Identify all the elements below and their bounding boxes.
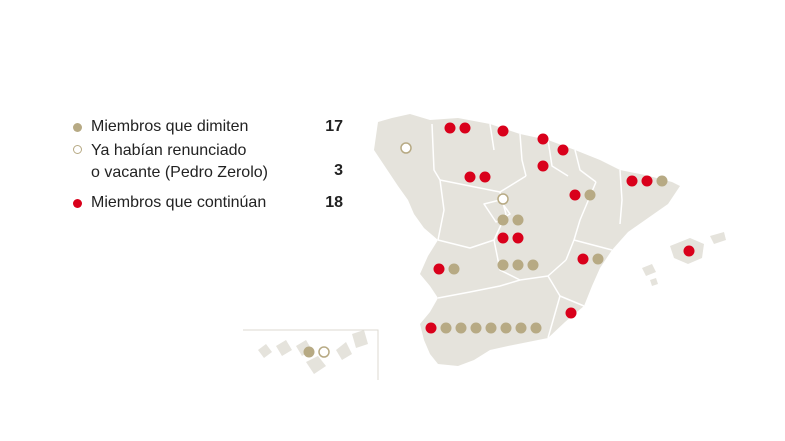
marker-continua xyxy=(497,232,509,244)
marker-dimite xyxy=(592,253,604,265)
canary-island-6 xyxy=(352,330,368,348)
marker-continua xyxy=(459,122,471,134)
marker-dimite xyxy=(530,322,542,334)
marker-continua xyxy=(433,263,445,275)
legend-count: 18 xyxy=(325,194,343,211)
marker-dimite xyxy=(497,214,509,226)
marker-continua xyxy=(569,189,581,201)
marker-continua xyxy=(464,171,476,183)
marker-continua xyxy=(577,253,589,265)
marker-continua xyxy=(512,232,524,244)
legend-item-renunciado: Ya habían renunciado o vacante (Pedro Ze… xyxy=(73,140,343,184)
legend-label-line-1: Ya habían renunciado xyxy=(91,142,247,159)
formentera-shape xyxy=(650,278,658,286)
marker-continua xyxy=(537,160,549,172)
legend-label: Ya habían renunciado o vacante (Pedro Ze… xyxy=(91,140,268,184)
marker-dimite xyxy=(470,322,482,334)
marker-renunciado xyxy=(497,193,509,205)
marker-renunciado xyxy=(400,142,412,154)
marker-continua xyxy=(444,122,456,134)
marker-dimite xyxy=(512,259,524,271)
marker-continua xyxy=(479,171,491,183)
marker-dimite xyxy=(584,189,596,201)
marker-dimite xyxy=(656,175,668,187)
marker-dimite xyxy=(500,322,512,334)
marker-continua xyxy=(641,175,653,187)
hollow-dot-icon xyxy=(73,145,82,154)
legend-count: 3 xyxy=(334,162,343,179)
marker-continua xyxy=(557,144,569,156)
legend-label: Miembros que dimiten xyxy=(91,118,249,135)
map-legend: Miembros que dimiten 17 Ya habían renunc… xyxy=(73,118,343,216)
canary-island-5 xyxy=(336,342,352,360)
ibiza-shape xyxy=(642,264,656,276)
legend-label: Miembros que continúan xyxy=(91,194,267,211)
marker-dimite xyxy=(497,259,509,271)
canary-island-1 xyxy=(258,344,272,358)
marker-dimite xyxy=(440,322,452,334)
marker-dimite xyxy=(448,263,460,275)
marker-continua xyxy=(565,307,577,319)
peninsula-shape xyxy=(374,114,680,366)
canary-island-4 xyxy=(306,356,326,374)
marker-renunciado xyxy=(318,346,330,358)
menorca-shape xyxy=(710,232,726,244)
land xyxy=(258,114,726,374)
marker-dimite xyxy=(515,322,527,334)
canary-inset-frame xyxy=(243,329,379,380)
legend-count: 17 xyxy=(325,118,343,135)
region-borders xyxy=(431,123,623,339)
marker-dimite xyxy=(527,259,539,271)
legend-item-dimiten: Miembros que dimiten 17 xyxy=(73,118,343,140)
marker-continua xyxy=(425,322,437,334)
red-dot-icon xyxy=(73,199,82,208)
tan-dot-icon xyxy=(73,123,82,132)
marker-continua xyxy=(537,133,549,145)
legend-item-continuan: Miembros que continúan 18 xyxy=(73,194,343,216)
canary-island-2 xyxy=(276,340,292,356)
legend-label-line-2: o vacante (Pedro Zerolo) xyxy=(91,164,268,181)
markers xyxy=(303,122,695,358)
marker-dimite xyxy=(303,346,315,358)
marker-dimite xyxy=(485,322,497,334)
marker-dimite xyxy=(512,214,524,226)
marker-dimite xyxy=(455,322,467,334)
marker-continua xyxy=(683,245,695,257)
marker-continua xyxy=(497,125,509,137)
marker-continua xyxy=(626,175,638,187)
